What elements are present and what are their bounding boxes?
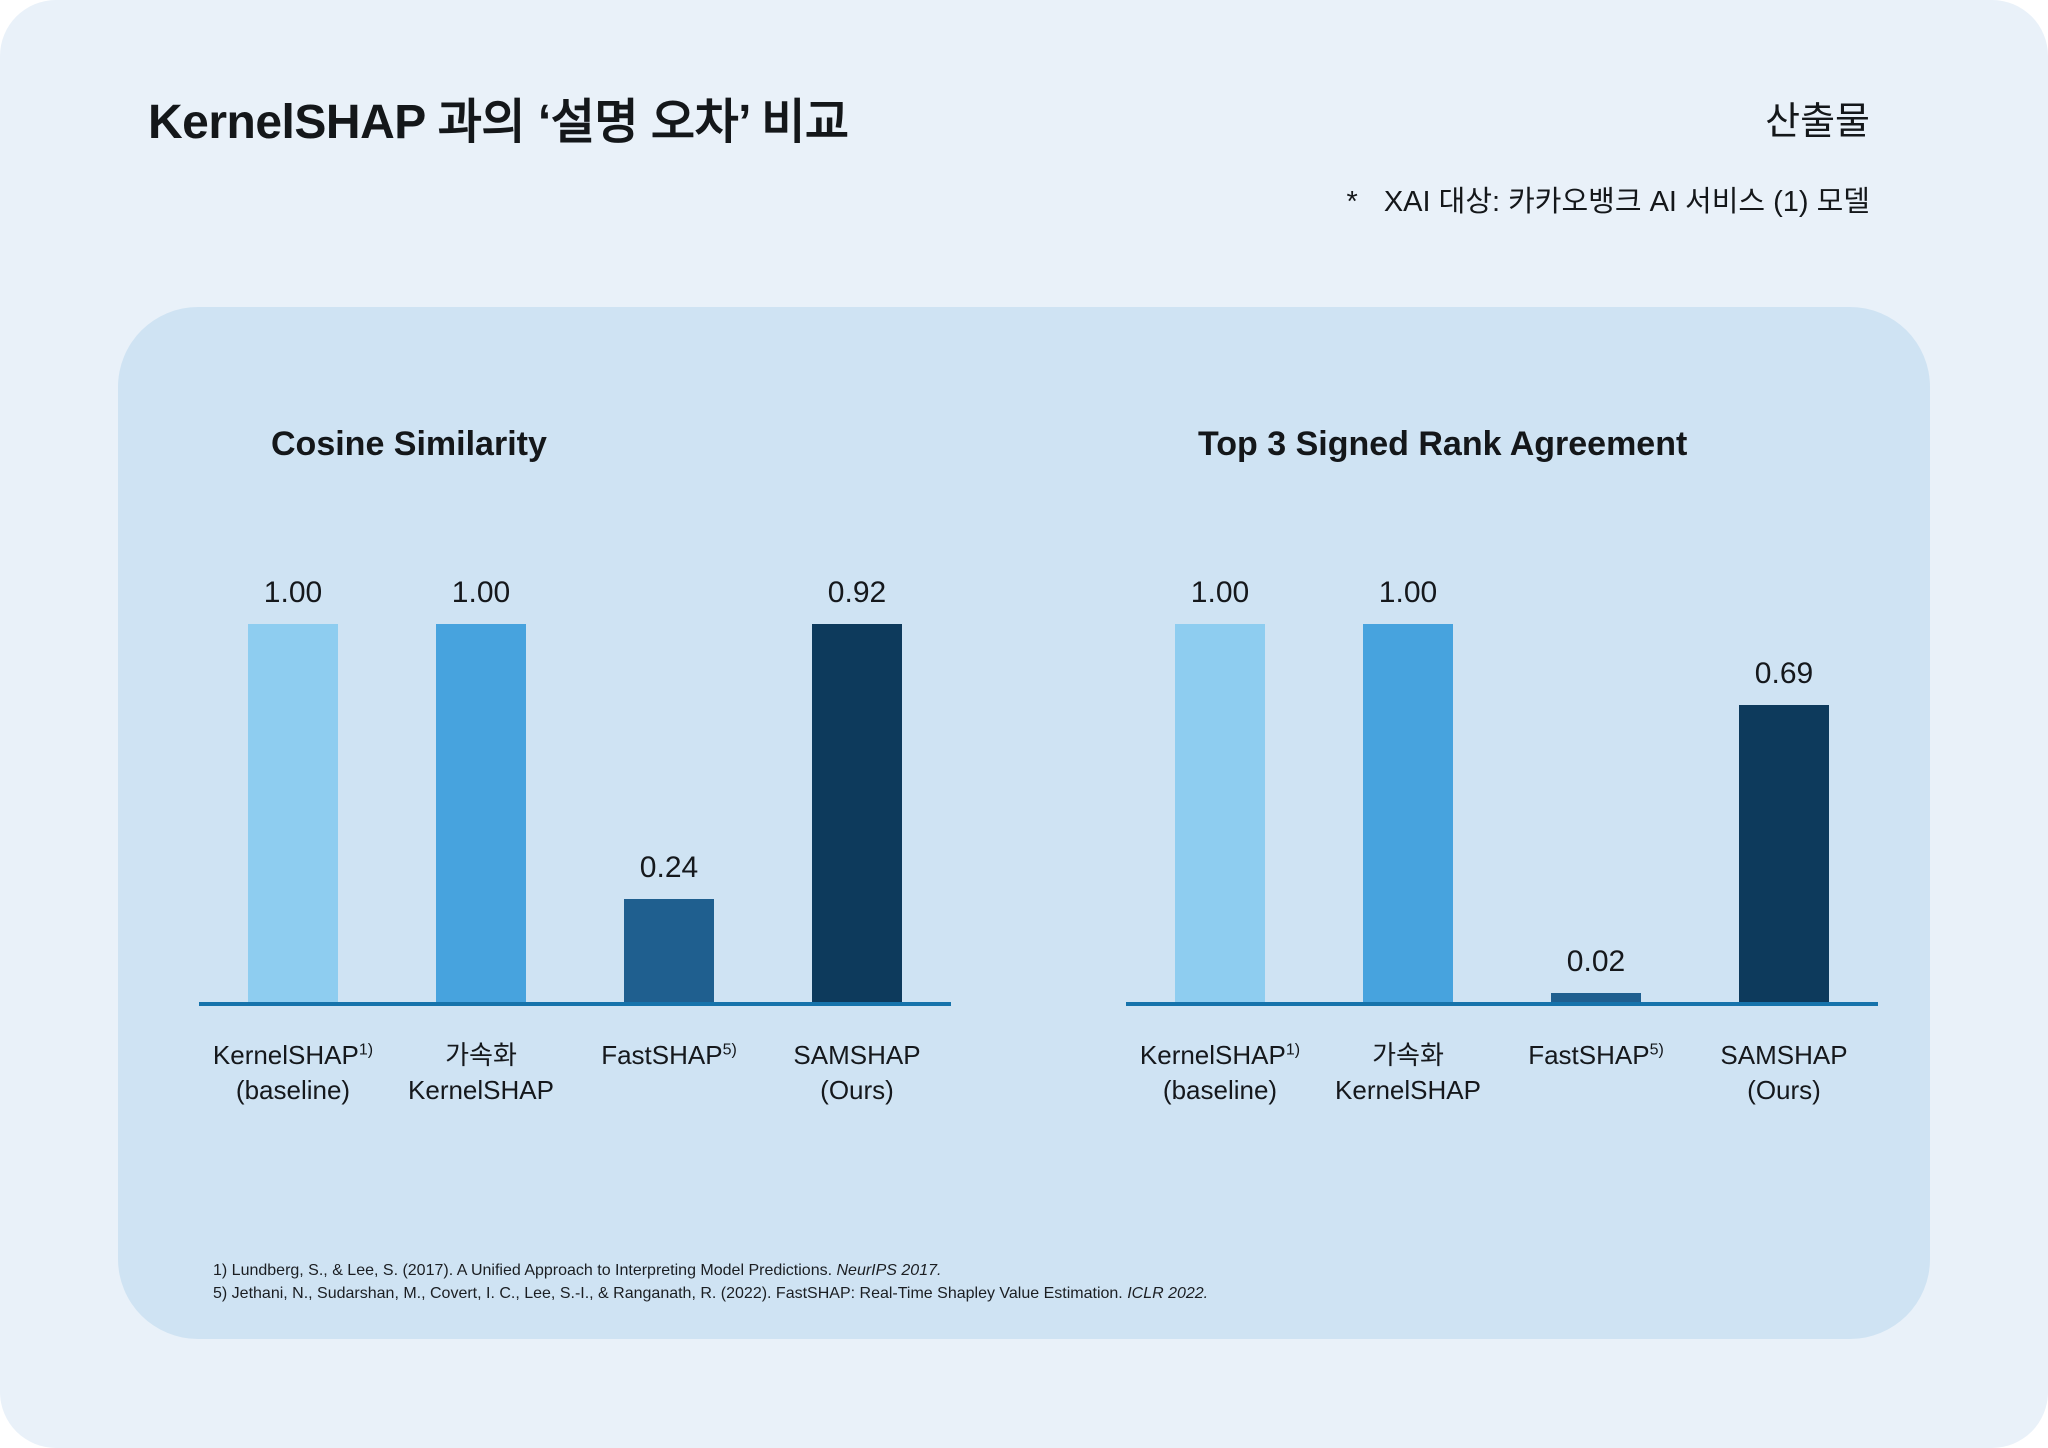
note-text: XAI 대상: 카카오뱅크 AI 서비스 (1) 모델: [1383, 186, 1870, 218]
bar-value-label: 0.24: [639, 850, 699, 884]
bar: [1363, 624, 1453, 1002]
bar-value-label: 0.92: [827, 576, 887, 609]
bar-group: 0.69: [1739, 576, 1829, 1002]
chart-top3-signed-rank-agreement: Top 3 Signed Rank Agreement 1.00 1.00 0.02…: [1126, 307, 1878, 1339]
subtitle-note: * XAI 대상: 카카오뱅크 AI 서비스 (1) 모델: [1347, 178, 1870, 220]
plot-area: 1.00 1.00 0.02 0.69: [1126, 576, 1878, 1006]
chart-title: Top 3 Signed Rank Agreement: [1198, 425, 1688, 463]
bar-group: 0.24: [624, 576, 714, 1002]
bar-group: 1.00: [1363, 576, 1453, 1002]
category-label: SAMSHAP (Ours): [1720, 1040, 1848, 1106]
bar-value-label: 0.02: [1566, 945, 1626, 979]
page-title: KernelSHAP 과의 ‘설명 오차’ 비교: [148, 96, 849, 149]
chart-panel: Cosine Similarity 1.00 1.00 0.24 0.92 Kerne…: [118, 307, 1930, 1339]
chart-title: Cosine Similarity: [271, 425, 547, 463]
bar: [1551, 993, 1641, 1002]
category-label: 가속화 KernelSHAP: [408, 1040, 554, 1106]
bar-group: 0.92: [812, 576, 902, 1002]
category-label: FastSHAP5): [601, 1040, 737, 1070]
bar: [1739, 705, 1829, 1002]
bar-value-label: 0.69: [1754, 657, 1814, 691]
bar-group: 1.00: [436, 576, 526, 1002]
footnotes: 1) Lundberg, S., & Lee, S. (2017). A Uni…: [213, 1259, 1208, 1305]
bar-group: 0.02: [1551, 576, 1641, 1002]
category-label: KernelSHAP1) (baseline): [1139, 1040, 1301, 1106]
category-label: KernelSHAP1) (baseline): [212, 1040, 374, 1106]
bar-value-label: 1.00: [451, 576, 511, 609]
bar-value-label: 1.00: [1190, 576, 1250, 609]
bar: [248, 624, 338, 1002]
note-asterisk: *: [1346, 186, 1358, 218]
bar: [436, 624, 526, 1002]
chart-cosine-similarity: Cosine Similarity 1.00 1.00 0.24 0.92 Kerne…: [199, 307, 951, 1339]
bar: [812, 624, 902, 1002]
bar: [624, 898, 714, 1002]
category-label: SAMSHAP (Ours): [793, 1040, 921, 1106]
category-labels: KernelSHAP1) (baseline) 가속화 KernelSHAP FastS…: [199, 1038, 951, 1108]
plot-area: 1.00 1.00 0.24 0.92: [199, 576, 951, 1006]
bar-group: 1.00: [248, 576, 338, 1002]
bar-group: 1.00: [1175, 576, 1265, 1002]
category-labels: KernelSHAP1) (baseline) 가속화 KernelSHAP FastS…: [1126, 1038, 1878, 1108]
bar-value-label: 1.00: [263, 576, 323, 609]
footnote-line: 1) Lundberg, S., & Lee, S. (2017). A Uni…: [213, 1262, 942, 1279]
bar-value-label: 1.00: [1378, 576, 1438, 609]
footnote-line: 5) Jethani, N., Sudarshan, M., Covert, I…: [213, 1285, 1209, 1303]
category-label: FastSHAP5): [1528, 1040, 1664, 1070]
header-label: 산출물: [1765, 101, 1870, 143]
bar: [1175, 624, 1265, 1002]
category-label: 가속화 KernelSHAP: [1335, 1040, 1481, 1106]
